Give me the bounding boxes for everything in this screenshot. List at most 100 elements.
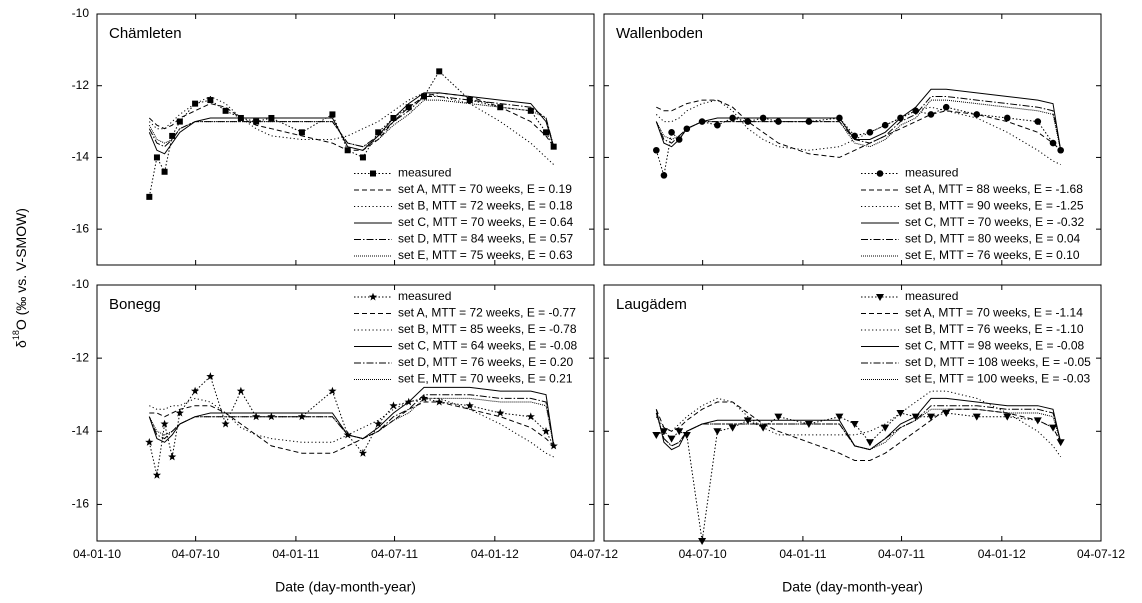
marker — [881, 424, 890, 432]
marker — [1003, 413, 1012, 421]
y-tick-label: -12 — [72, 350, 90, 364]
x-tick-label: 04-07-10 — [172, 547, 220, 561]
series-line — [148, 397, 555, 446]
marker — [389, 401, 398, 410]
x-tick-label: 04-07-12 — [1077, 547, 1125, 561]
legend-label: set D, MTT = 108 weeks, E = -0.05 — [905, 355, 1091, 369]
marker — [713, 428, 722, 436]
x-axis-label: Date (day-month-year) — [782, 579, 923, 595]
x-tick-label: 04-07-11 — [371, 547, 418, 561]
series-line — [656, 99, 1062, 158]
marker — [169, 132, 176, 139]
x-tick-label: 04-01-11 — [272, 547, 319, 561]
legend-label: set A, MTT = 70 weeks, E = 0.19 — [398, 182, 572, 196]
series-line — [149, 397, 554, 458]
marker — [972, 413, 981, 421]
legend-label: set D, MTT = 80 weeks, E = 0.04 — [905, 232, 1081, 246]
marker — [774, 413, 783, 421]
y-tick-label: -16 — [72, 497, 90, 511]
marker — [435, 397, 444, 406]
legend-label: set D, MTT = 84 weeks, E = 0.57 — [398, 232, 574, 246]
marker — [192, 100, 199, 107]
y-label-superscript: 18 — [11, 330, 21, 340]
series-line — [655, 106, 1062, 176]
series-line — [655, 401, 1062, 461]
legend-label: set C, MTT = 70 weeks, E = 0.64 — [398, 215, 574, 229]
marker — [221, 419, 230, 428]
marker — [927, 111, 935, 118]
x-tick-label: 04-07-12 — [570, 547, 618, 561]
panel-title: Laugädem — [616, 296, 687, 313]
marker — [358, 448, 367, 457]
legend-label: measured — [398, 289, 451, 303]
marker — [496, 408, 505, 417]
legend-label: set E, MTT = 100 weeks, E = -0.03 — [905, 372, 1091, 386]
series-line — [655, 390, 1062, 458]
marker — [375, 129, 382, 136]
marker — [175, 408, 184, 417]
marker — [926, 413, 935, 421]
legend-label: measured — [398, 166, 451, 180]
marker — [206, 372, 215, 380]
plot-frame — [96, 13, 595, 266]
marker — [236, 386, 245, 395]
legend-label: set E, MTT = 70 weeks, E = 0.21 — [398, 372, 573, 386]
legend-label: set A, MTT = 70 weeks, E = -1.14 — [905, 306, 1083, 320]
marker — [146, 193, 153, 200]
legend-label: set C, MTT = 70 weeks, E = -0.32 — [905, 215, 1085, 229]
y-tick-label: -10 — [72, 277, 90, 291]
series-line — [149, 401, 555, 454]
marker — [698, 538, 707, 545]
series-line — [148, 386, 555, 446]
series-line — [148, 92, 555, 165]
legend-label: set B, MTT = 72 weeks, E = 0.18 — [398, 199, 573, 213]
legend-label: measured — [905, 166, 958, 180]
marker — [835, 413, 844, 421]
marker — [876, 294, 884, 301]
marker — [370, 170, 376, 177]
series-line — [655, 99, 1061, 166]
legend-label: set C, MTT = 64 weeks, E = -0.08 — [398, 339, 578, 353]
marker — [728, 424, 737, 432]
y-tick-label: -16 — [72, 221, 90, 235]
plot-frame — [603, 13, 1102, 266]
legend-label: set E, MTT = 75 weeks, E = 0.63 — [398, 248, 573, 262]
marker — [297, 412, 306, 421]
marker — [865, 439, 874, 447]
series-line — [148, 375, 555, 476]
marker — [973, 111, 981, 118]
marker — [526, 412, 535, 421]
marker — [675, 428, 684, 436]
marker — [759, 424, 768, 432]
marker — [866, 129, 874, 136]
marker — [168, 452, 177, 461]
marker — [374, 419, 383, 428]
marker — [160, 419, 169, 428]
marker — [298, 129, 305, 136]
x-axis-label: Date (day-month-year) — [275, 579, 416, 595]
legend-label: set B, MTT = 85 weeks, E = -0.78 — [398, 322, 577, 336]
legend-label: set A, MTT = 72 weeks, E = -0.77 — [398, 306, 576, 320]
series-line — [148, 70, 555, 197]
marker — [191, 386, 200, 395]
series-line — [148, 92, 555, 155]
marker — [1003, 114, 1011, 122]
marker — [329, 111, 336, 118]
y-tick-label: -14 — [72, 423, 90, 437]
marker — [1034, 118, 1042, 125]
marker — [222, 107, 229, 114]
marker — [145, 438, 154, 446]
marker — [653, 146, 660, 154]
marker — [543, 129, 550, 136]
marker — [527, 107, 534, 114]
marker — [652, 431, 661, 439]
panel-title: Chämleten — [109, 25, 182, 42]
y-label-part: δ — [13, 340, 29, 348]
series-line — [655, 96, 1062, 151]
marker — [359, 154, 366, 161]
legend-label: set A, MTT = 88 weeks, E = -1.68 — [905, 182, 1083, 196]
y-tick-label: -10 — [72, 6, 90, 20]
y-tick-label: -12 — [72, 78, 90, 92]
marker — [668, 129, 675, 136]
marker — [850, 420, 859, 428]
